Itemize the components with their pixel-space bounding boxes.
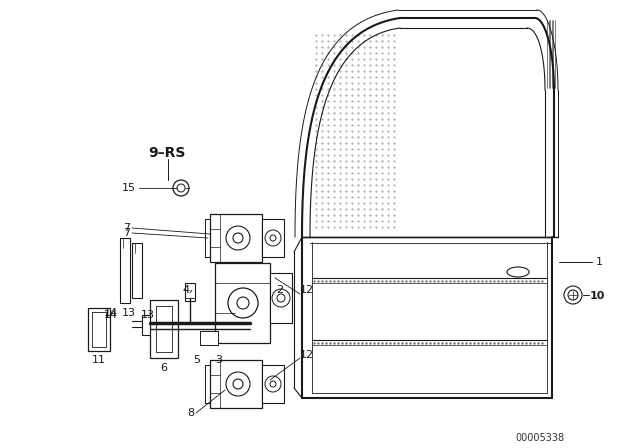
- Bar: [132, 243, 142, 298]
- Bar: [262, 365, 284, 403]
- Text: 12: 12: [300, 285, 314, 295]
- Text: 6: 6: [161, 363, 168, 373]
- Text: 14: 14: [104, 308, 118, 318]
- Circle shape: [233, 233, 243, 243]
- Circle shape: [265, 376, 281, 392]
- Circle shape: [177, 184, 185, 192]
- Circle shape: [226, 372, 250, 396]
- Bar: [262, 219, 284, 257]
- Bar: [142, 315, 152, 335]
- Circle shape: [277, 294, 285, 302]
- Text: 9–RS: 9–RS: [148, 146, 186, 160]
- Text: 12: 12: [300, 350, 314, 360]
- Circle shape: [564, 286, 582, 304]
- Text: 13: 13: [141, 310, 155, 320]
- Text: 11: 11: [92, 355, 106, 365]
- Bar: [88, 308, 110, 351]
- Text: 14: 14: [104, 310, 118, 320]
- Text: 7: 7: [123, 228, 130, 238]
- Circle shape: [237, 297, 249, 309]
- Circle shape: [265, 230, 281, 246]
- Text: 13: 13: [122, 308, 136, 318]
- Circle shape: [233, 379, 243, 389]
- Text: 3: 3: [215, 355, 222, 365]
- Text: 5: 5: [193, 355, 200, 365]
- Text: 00005338: 00005338: [516, 433, 565, 443]
- Circle shape: [272, 289, 290, 307]
- Bar: [210, 360, 262, 408]
- Bar: [150, 300, 178, 358]
- Circle shape: [173, 180, 189, 196]
- Bar: [215, 263, 270, 343]
- Bar: [270, 273, 292, 323]
- Circle shape: [270, 381, 276, 387]
- Circle shape: [228, 288, 258, 318]
- Ellipse shape: [507, 267, 529, 277]
- Circle shape: [568, 290, 578, 300]
- Text: 10: 10: [590, 291, 605, 301]
- Bar: [120, 238, 130, 303]
- Text: 7: 7: [123, 223, 130, 233]
- Text: 2: 2: [276, 285, 284, 295]
- Bar: [185, 283, 195, 301]
- Text: 8: 8: [187, 408, 194, 418]
- Text: 4: 4: [183, 285, 190, 295]
- Circle shape: [226, 226, 250, 250]
- Text: 1: 1: [596, 257, 603, 267]
- Circle shape: [270, 235, 276, 241]
- Text: 15: 15: [122, 183, 136, 193]
- Bar: [200, 331, 218, 345]
- Bar: [210, 214, 262, 262]
